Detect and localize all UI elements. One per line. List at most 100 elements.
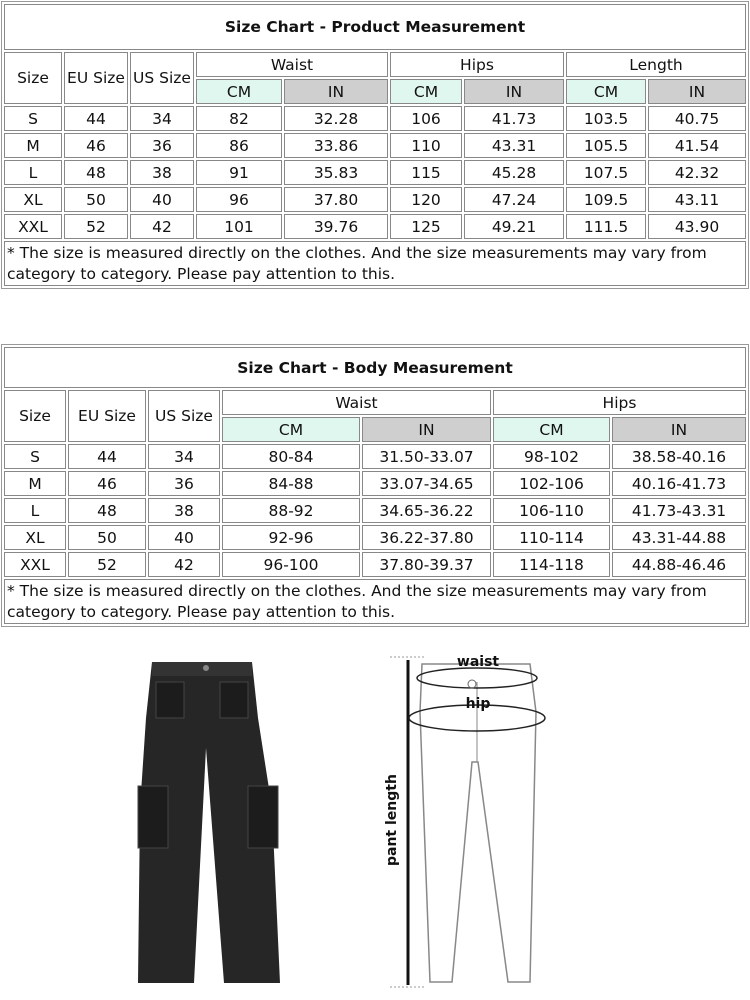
table-row: L 48 38 91 35.83 115 45.28 107.5 42.32 bbox=[4, 160, 746, 185]
header-in: IN bbox=[284, 79, 388, 104]
table-cell: 106 bbox=[390, 106, 462, 131]
table-cell: 102-106 bbox=[493, 471, 610, 496]
table-cell: 40.16-41.73 bbox=[612, 471, 746, 496]
table-cell: XL bbox=[4, 525, 66, 550]
header-in: IN bbox=[648, 79, 746, 104]
table-cell: 40 bbox=[130, 187, 194, 212]
table-cell: 39.76 bbox=[284, 214, 388, 239]
table-note: * The size is measured directly on the c… bbox=[4, 241, 746, 286]
table-cell: 37.80-39.37 bbox=[362, 552, 491, 577]
pants-photo bbox=[137, 662, 280, 983]
header-us: US Size bbox=[148, 390, 220, 442]
waist-label: waist bbox=[457, 654, 500, 670]
table-row: XXL 52 42 96-100 37.80-39.37 114-118 44.88-46.… bbox=[4, 552, 746, 577]
table-cell: 52 bbox=[64, 214, 128, 239]
table-cell: 96-100 bbox=[222, 552, 360, 577]
table-note: * The size is measured directly on the c… bbox=[4, 579, 746, 624]
table-cell: 43.90 bbox=[648, 214, 746, 239]
table-cell: 44 bbox=[68, 444, 146, 469]
table-cell: 88-92 bbox=[222, 498, 360, 523]
table-cell: 107.5 bbox=[566, 160, 646, 185]
header-size: Size bbox=[4, 52, 62, 104]
table-row: M 46 36 84-88 33.07-34.65 102-106 40.16-41.73 bbox=[4, 471, 746, 496]
product-measurement-table: Size Chart - Product Measurement Size EU … bbox=[1, 1, 749, 289]
table-cell: M bbox=[4, 133, 62, 158]
table-cell: 110 bbox=[390, 133, 462, 158]
header-in: IN bbox=[362, 417, 491, 442]
header-cm: CM bbox=[566, 79, 646, 104]
table-row: XL 50 40 96 37.80 120 47.24 109.5 43.11 bbox=[4, 187, 746, 212]
table-cell: 33.07-34.65 bbox=[362, 471, 491, 496]
header-in: IN bbox=[612, 417, 746, 442]
table-row: L 48 38 88-92 34.65-36.22 106-110 41.73-43.31 bbox=[4, 498, 746, 523]
table-cell: 114-118 bbox=[493, 552, 610, 577]
table-cell: 47.24 bbox=[464, 187, 564, 212]
pants-diagram: waist hip pant length bbox=[384, 654, 546, 988]
hip-label: hip bbox=[466, 696, 491, 712]
table-cell: 43.31 bbox=[464, 133, 564, 158]
table-cell: S bbox=[4, 106, 62, 131]
table-cell: 82 bbox=[196, 106, 282, 131]
table-cell: 111.5 bbox=[566, 214, 646, 239]
table-cell: 96 bbox=[196, 187, 282, 212]
header-waist: Waist bbox=[196, 52, 388, 77]
table-cell: 91 bbox=[196, 160, 282, 185]
table-cell: 40 bbox=[148, 525, 220, 550]
table-cell: 32.28 bbox=[284, 106, 388, 131]
header-cm: CM bbox=[222, 417, 360, 442]
table-cell: S bbox=[4, 444, 66, 469]
table-cell: 92-96 bbox=[222, 525, 360, 550]
header-cm: CM bbox=[493, 417, 610, 442]
table-row: XXL 52 42 101 39.76 125 49.21 111.5 43.90 bbox=[4, 214, 746, 239]
body-measurement-table: Size Chart - Body Measurement Size EU Siz… bbox=[1, 344, 749, 627]
table-cell: 42 bbox=[130, 214, 194, 239]
table-cell: 110-114 bbox=[493, 525, 610, 550]
header-hips: Hips bbox=[390, 52, 564, 77]
header-eu: EU Size bbox=[68, 390, 146, 442]
table-cell: 33.86 bbox=[284, 133, 388, 158]
table-cell: L bbox=[4, 160, 62, 185]
table-row: M 46 36 86 33.86 110 43.31 105.5 41.54 bbox=[4, 133, 746, 158]
table-cell: XL bbox=[4, 187, 62, 212]
table-cell: 45.28 bbox=[464, 160, 564, 185]
table-cell: 34.65-36.22 bbox=[362, 498, 491, 523]
table-cell: 80-84 bbox=[222, 444, 360, 469]
header-cm: CM bbox=[196, 79, 282, 104]
table-cell: 105.5 bbox=[566, 133, 646, 158]
table-cell: 120 bbox=[390, 187, 462, 212]
table-cell: 125 bbox=[390, 214, 462, 239]
table-cell: 43.11 bbox=[648, 187, 746, 212]
table-cell: 41.54 bbox=[648, 133, 746, 158]
table-cell: 86 bbox=[196, 133, 282, 158]
table-cell: 41.73 bbox=[464, 106, 564, 131]
table-cell: 36 bbox=[148, 471, 220, 496]
header-in: IN bbox=[464, 79, 564, 104]
table-cell: 103.5 bbox=[566, 106, 646, 131]
header-waist: Waist bbox=[222, 390, 491, 415]
table-cell: 49.21 bbox=[464, 214, 564, 239]
header-length: Length bbox=[566, 52, 746, 77]
pant-length-label: pant length bbox=[384, 774, 400, 866]
table-title: Size Chart - Product Measurement bbox=[4, 4, 746, 50]
table-cell: 52 bbox=[68, 552, 146, 577]
table-cell: 42.32 bbox=[648, 160, 746, 185]
table-cell: 34 bbox=[148, 444, 220, 469]
table-cell: 44 bbox=[64, 106, 128, 131]
table-cell: 50 bbox=[64, 187, 128, 212]
table-cell: 38.58-40.16 bbox=[612, 444, 746, 469]
table-cell: 44.88-46.46 bbox=[612, 552, 746, 577]
table-cell: 41.73-43.31 bbox=[612, 498, 746, 523]
table-cell: 42 bbox=[148, 552, 220, 577]
header-us: US Size bbox=[130, 52, 194, 104]
table-cell: 50 bbox=[68, 525, 146, 550]
header-cm: CM bbox=[390, 79, 462, 104]
table-cell: 84-88 bbox=[222, 471, 360, 496]
table-row: XL 50 40 92-96 36.22-37.80 110-114 43.31-44.88 bbox=[4, 525, 746, 550]
table-cell: 48 bbox=[64, 160, 128, 185]
header-eu: EU Size bbox=[64, 52, 128, 104]
table-cell: 37.80 bbox=[284, 187, 388, 212]
table-cell: L bbox=[4, 498, 66, 523]
table-cell: 36 bbox=[130, 133, 194, 158]
table-cell: 48 bbox=[68, 498, 146, 523]
table-cell: 106-110 bbox=[493, 498, 610, 523]
